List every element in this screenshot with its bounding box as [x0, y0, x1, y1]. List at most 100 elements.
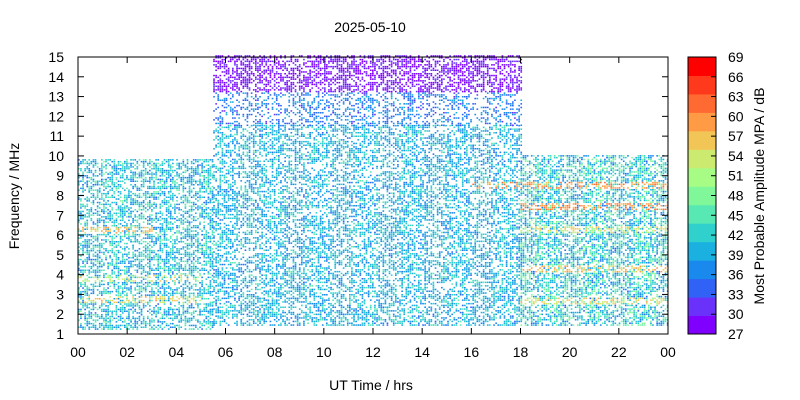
heatmap-cell: [242, 206, 245, 209]
heatmap-cell: [242, 295, 245, 298]
heatmap-cell: [234, 203, 236, 205]
heatmap-cell: [167, 175, 170, 177]
heatmap-cell: [115, 321, 118, 323]
heatmap-cell: [124, 225, 126, 227]
heatmap-cell: [105, 168, 107, 170]
heatmap-cell: [163, 290, 166, 293]
heatmap-cell: [151, 299, 153, 302]
heatmap-cell: [205, 317, 208, 320]
heatmap-cell: [138, 205, 141, 207]
heatmap-cell: [134, 258, 137, 261]
heatmap-cell: [209, 241, 212, 243]
heatmap-cell: [159, 219, 162, 222]
heatmap-cell: [186, 191, 189, 193]
heatmap-cell: [190, 260, 193, 263]
heatmap-cell: [105, 226, 107, 229]
heatmap-cell: [90, 235, 93, 238]
heatmap-cell: [140, 276, 143, 279]
heatmap-cell: [161, 225, 164, 227]
heatmap-cell: [165, 169, 168, 172]
heatmap-cell: [248, 176, 251, 179]
heatmap-cell: [261, 274, 263, 276]
heatmap-cell: [250, 210, 253, 212]
heatmap-cell: [163, 321, 166, 323]
heatmap-cell: [178, 312, 180, 314]
heatmap-cell: [197, 328, 199, 330]
heatmap-cell: [178, 253, 180, 256]
heatmap-cell: [207, 271, 210, 273]
heatmap-cell: [78, 184, 80, 186]
heatmap-cell: [219, 222, 222, 225]
heatmap-cell: [132, 159, 134, 161]
heatmap-cell: [186, 306, 189, 309]
heatmap-cell: [111, 328, 114, 330]
heatmap-cell: [190, 242, 193, 245]
heatmap-cell: [203, 260, 206, 263]
heatmap-cell: [151, 294, 153, 296]
heatmap-cell: [174, 299, 176, 302]
heatmap-cell: [161, 185, 164, 188]
heatmap-cell: [101, 169, 103, 172]
heatmap-cell: [232, 285, 234, 287]
heatmap-cell: [90, 185, 93, 188]
heatmap-cell: [165, 203, 168, 206]
heatmap-cell: [144, 173, 147, 175]
heatmap-cell: [192, 159, 195, 161]
heatmap-cell: [217, 256, 220, 259]
heatmap-cell: [219, 306, 222, 309]
heatmap-cell: [98, 207, 101, 209]
heatmap-cell: [84, 308, 86, 311]
heatmap-cell: [111, 209, 114, 211]
heatmap-cell: [207, 173, 210, 175]
heatmap-cell: [86, 175, 89, 177]
heatmap-cell: [111, 173, 114, 175]
heatmap-cell: [134, 301, 137, 304]
heatmap-cell: [211, 192, 214, 195]
heatmap-cell: [236, 217, 238, 220]
heatmap-cell: [265, 174, 268, 177]
heatmap-cell: [78, 319, 80, 321]
heatmap-cell: [203, 160, 206, 163]
heatmap-cell: [259, 283, 261, 285]
heatmap-cell: [203, 287, 206, 289]
heatmap-cell: [165, 262, 168, 264]
heatmap-cell: [84, 282, 86, 284]
heatmap-cell: [153, 182, 155, 184]
heatmap-cell: [203, 244, 206, 247]
heatmap-cell: [250, 158, 253, 161]
heatmap-cell: [263, 148, 266, 150]
heatmap-cell: [167, 282, 170, 284]
heatmap-cell: [190, 201, 193, 204]
heatmap-cell: [115, 249, 118, 252]
heatmap-cell: [155, 214, 157, 216]
heatmap-cell: [252, 210, 255, 212]
heatmap-cell: [195, 278, 197, 280]
heatmap-cell: [140, 273, 143, 275]
heatmap-cell: [209, 251, 212, 254]
heatmap-cell: [246, 258, 249, 260]
heatmap-cell: [126, 196, 128, 199]
heatmap-cell: [174, 187, 176, 190]
heatmap-cell: [165, 221, 168, 223]
heatmap-cell: [255, 278, 257, 280]
heatmap-cell: [172, 289, 174, 291]
heatmap-cell: [213, 320, 215, 323]
heatmap-cell: [257, 144, 259, 147]
heatmap-cell: [111, 180, 114, 183]
heatmap-cell: [144, 230, 147, 232]
heatmap-cell: [78, 290, 80, 293]
heatmap-cell: [180, 162, 183, 165]
heatmap-cell: [101, 210, 103, 213]
heatmap-cell: [113, 301, 116, 304]
heatmap-cell: [180, 280, 183, 282]
heatmap-cell: [130, 290, 132, 293]
heatmap-cell: [136, 166, 139, 168]
heatmap-cell: [105, 319, 107, 321]
heatmap-cell: [259, 221, 261, 223]
heatmap-cell: [98, 315, 101, 318]
heatmap-cell: [117, 209, 120, 211]
heatmap-cell: [255, 187, 257, 189]
heatmap-cell: [234, 192, 236, 195]
heatmap-cell: [232, 224, 234, 227]
heatmap-cell: [261, 265, 263, 268]
